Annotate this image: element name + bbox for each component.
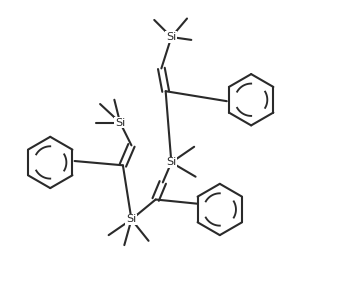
Text: Si: Si (166, 157, 177, 168)
Text: Si: Si (166, 32, 177, 42)
Text: Si: Si (115, 117, 125, 128)
Text: Si: Si (126, 214, 136, 225)
